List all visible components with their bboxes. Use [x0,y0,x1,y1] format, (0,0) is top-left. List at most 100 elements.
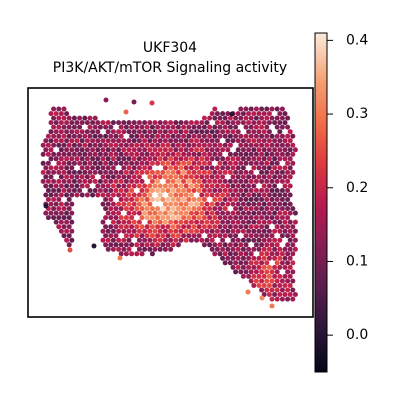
spot [105,120,111,126]
spot [259,151,265,157]
spot [108,224,114,230]
spot [48,210,54,216]
spot [149,242,155,248]
spot [207,115,213,121]
spot [235,174,241,180]
spot [142,165,148,171]
spot [45,215,51,221]
spot [121,120,127,126]
spot [264,278,270,284]
spot [238,188,244,193]
spot [201,188,207,193]
spot [277,156,283,162]
spot [246,201,252,207]
spot [142,183,148,189]
spot [256,283,262,288]
spot [183,183,189,189]
spot [170,160,176,166]
spot [264,269,270,275]
plot-frame [27,87,314,318]
spot [113,242,119,248]
spot [290,142,296,148]
spot [53,156,59,162]
spot [243,251,249,257]
spot [274,278,280,284]
spot [134,133,140,139]
spot [48,183,54,189]
spot [110,192,116,198]
spot [118,188,124,193]
spot [56,160,62,166]
spot [97,178,103,184]
spot [103,242,109,248]
spot [56,169,62,175]
spot [233,215,239,221]
spot [186,224,192,230]
spot [92,115,98,121]
spot [274,242,280,248]
spot [87,169,93,175]
spot [191,133,197,139]
spot [144,197,150,202]
spot [84,192,90,198]
spot [149,233,155,239]
spot [134,160,140,166]
spot [235,246,241,252]
spot [285,278,291,284]
spot [199,192,205,198]
spot [251,219,257,225]
spot [209,192,215,198]
spot [69,138,75,144]
spot [149,142,155,148]
spot [207,233,213,239]
spot [84,174,90,180]
spot [251,174,257,180]
spot [217,133,223,139]
spot [129,142,135,148]
spot [191,151,197,157]
spot [84,138,90,144]
spot [238,160,244,166]
spot [100,192,106,198]
spot [108,215,114,221]
spot [287,255,293,261]
spot [220,228,226,234]
spot [214,138,220,144]
spot [209,129,215,135]
spot [66,233,72,239]
spot [256,129,262,135]
spot [194,120,200,126]
spot [61,224,67,230]
spot [209,237,215,243]
spot [69,156,75,162]
spot [123,233,129,239]
spot [233,233,239,239]
spot [248,142,254,148]
spot [240,192,246,198]
spot [110,120,116,126]
spot [279,287,285,293]
spot [188,120,194,126]
spot [269,303,275,309]
spot [175,178,181,184]
spot [183,228,189,234]
spot [285,215,291,221]
spot [277,129,283,135]
spot [220,156,226,162]
spot [274,197,280,202]
spot [214,201,220,207]
spot [227,133,233,139]
spot [261,156,267,162]
spot [117,255,123,261]
spot [165,233,171,239]
spot [108,206,114,212]
spot [121,174,127,180]
spot [162,228,168,234]
spot [266,156,272,162]
spot [238,106,244,112]
spot [261,111,267,117]
spot [123,251,129,257]
spot [220,246,226,252]
spot [209,210,215,216]
spot [248,251,254,257]
